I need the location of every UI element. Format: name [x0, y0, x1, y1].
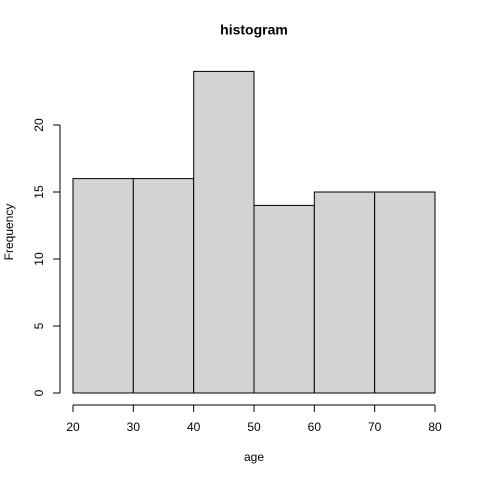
x-tick-label: 30	[127, 420, 141, 434]
bar	[374, 191, 436, 394]
x-tick-label: 60	[308, 420, 322, 434]
bar	[193, 70, 255, 394]
x-tick-label: 20	[66, 420, 80, 434]
x-tick-label: 70	[368, 420, 382, 434]
bar	[313, 191, 376, 394]
chart-title: histogram	[220, 22, 288, 38]
x-axis-label: age	[244, 450, 264, 464]
x-tick-label: 50	[247, 420, 261, 434]
bar	[72, 178, 134, 394]
y-tick-label: 20	[32, 118, 46, 132]
bar	[132, 178, 195, 394]
y-axis-label: Frequency	[2, 204, 16, 261]
y-tick-label: 15	[32, 185, 46, 199]
y-tick-label: 5	[32, 322, 46, 329]
y-tick-label: 0	[32, 389, 46, 396]
x-tick-label: 80	[428, 420, 442, 434]
y-tick-label: 10	[32, 252, 46, 266]
bar	[253, 204, 315, 394]
x-tick-label: 40	[187, 420, 201, 434]
